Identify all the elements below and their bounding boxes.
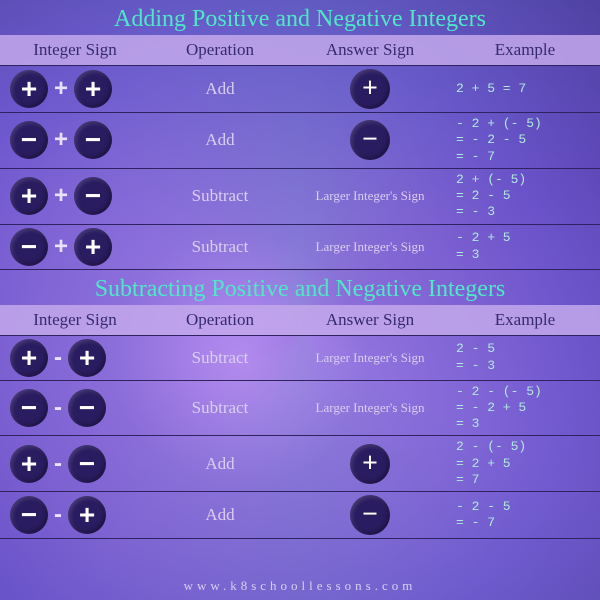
minus-icon: [74, 177, 112, 215]
connector-sign: +: [52, 233, 70, 261]
plus-icon: [68, 496, 106, 534]
minus-icon: [350, 495, 390, 535]
footer-url: www.k8schoollessons.com: [0, 572, 600, 600]
operation-cell: Add: [150, 113, 290, 169]
operation-cell: Add: [150, 66, 290, 113]
connector-sign: -: [52, 344, 64, 372]
minus-icon: [68, 389, 106, 427]
answer-sign-cell: Larger Integer's Sign: [290, 168, 450, 224]
operation-cell: Add: [150, 436, 290, 492]
plus-icon: [10, 70, 48, 108]
connector-sign: +: [52, 182, 70, 210]
plus-icon: [350, 444, 390, 484]
connector-sign: +: [52, 126, 70, 154]
minus-icon: [74, 121, 112, 159]
answer-sign-cell: Larger Integer's Sign: [290, 224, 450, 269]
example-cell: - 2 - (- 5) = - 2 + 5 = 3: [450, 380, 600, 436]
answer-sign-cell: [290, 436, 450, 492]
integer-table: Integer SignOperationAnswer SignExample-…: [0, 305, 600, 540]
minus-icon: [10, 389, 48, 427]
column-header: Integer Sign: [0, 35, 150, 66]
operation-cell: Add: [150, 492, 290, 539]
table-row: + SubtractLarger Integer's Sign2 + (- 5) …: [0, 168, 600, 224]
operation-cell: Subtract: [150, 168, 290, 224]
plus-icon: [10, 177, 48, 215]
plus-icon: [68, 339, 106, 377]
table-row: + SubtractLarger Integer's Sign- 2 + 5 = …: [0, 224, 600, 269]
column-header: Answer Sign: [290, 35, 450, 66]
table-row: - Add - 2 - 5 = - 7: [0, 492, 600, 539]
connector-sign: -: [52, 394, 64, 422]
minus-icon: [68, 445, 106, 483]
integer-table: Integer SignOperationAnswer SignExample+…: [0, 35, 600, 270]
answer-sign-cell: Larger Integer's Sign: [290, 380, 450, 436]
column-header: Operation: [150, 305, 290, 336]
section-title: Subtracting Positive and Negative Intege…: [0, 270, 600, 305]
plus-icon: [74, 228, 112, 266]
minus-icon: [10, 228, 48, 266]
example-cell: 2 - 5 = - 3: [450, 335, 600, 380]
column-header: Example: [450, 35, 600, 66]
table-row: + Add 2 + 5 = 7: [0, 66, 600, 113]
example-cell: - 2 - 5 = - 7: [450, 492, 600, 539]
table-row: - Add 2 - (- 5) = 2 + 5 = 7: [0, 436, 600, 492]
table-row: - SubtractLarger Integer's Sign- 2 - (- 5…: [0, 380, 600, 436]
example-cell: - 2 + 5 = 3: [450, 224, 600, 269]
minus-icon: [10, 496, 48, 534]
operation-cell: Subtract: [150, 380, 290, 436]
connector-sign: -: [52, 501, 64, 529]
connector-sign: -: [52, 450, 64, 478]
plus-icon: [10, 339, 48, 377]
table-row: - SubtractLarger Integer's Sign2 - 5 = - …: [0, 335, 600, 380]
example-cell: 2 - (- 5) = 2 + 5 = 7: [450, 436, 600, 492]
answer-sign-cell: Larger Integer's Sign: [290, 335, 450, 380]
column-header: Answer Sign: [290, 305, 450, 336]
operation-cell: Subtract: [150, 335, 290, 380]
section-title: Adding Positive and Negative Integers: [0, 0, 600, 35]
minus-icon: [350, 120, 390, 160]
example-cell: - 2 + (- 5) = - 2 - 5 = - 7: [450, 113, 600, 169]
plus-icon: [350, 69, 390, 109]
table-row: + Add - 2 + (- 5) = - 2 - 5 = - 7: [0, 113, 600, 169]
connector-sign: +: [52, 75, 70, 103]
answer-sign-cell: [290, 66, 450, 113]
example-cell: 2 + (- 5) = 2 - 5 = - 3: [450, 168, 600, 224]
column-header: Integer Sign: [0, 305, 150, 336]
plus-icon: [10, 445, 48, 483]
operation-cell: Subtract: [150, 224, 290, 269]
answer-sign-cell: [290, 492, 450, 539]
plus-icon: [74, 70, 112, 108]
column-header: Operation: [150, 35, 290, 66]
example-cell: 2 + 5 = 7: [450, 66, 600, 113]
answer-sign-cell: [290, 113, 450, 169]
column-header: Example: [450, 305, 600, 336]
minus-icon: [10, 121, 48, 159]
